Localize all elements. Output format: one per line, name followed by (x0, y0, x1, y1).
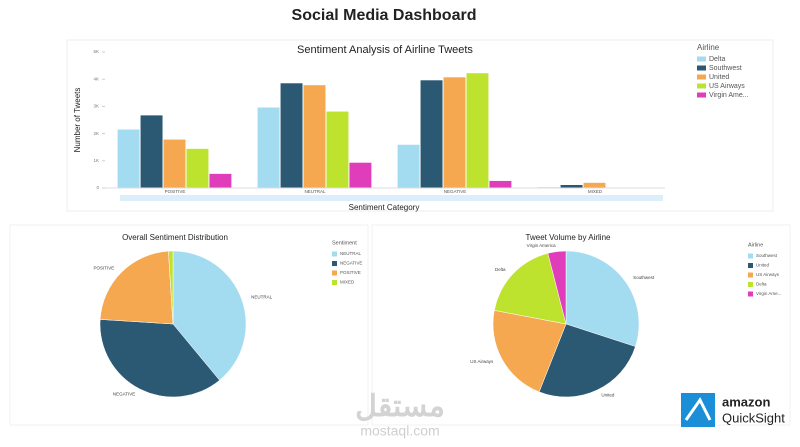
legend-label: Delta (756, 282, 767, 287)
legend-swatch (332, 280, 337, 285)
legend-title: Airline (748, 242, 763, 248)
legend-swatch (748, 291, 753, 297)
y-tick-label: 2K (93, 131, 99, 136)
bar (117, 129, 140, 188)
pie-slice (547, 250, 567, 325)
slice-label: Southwest (633, 275, 655, 280)
legend-swatch (697, 83, 706, 89)
y-tick-label: 0 (96, 185, 99, 190)
pie-slice (99, 250, 174, 325)
pie-slice (565, 250, 640, 347)
slice-label: NEGATIVE (113, 392, 135, 397)
bar (583, 182, 606, 188)
legend-swatch (748, 253, 753, 259)
pie-slice (492, 310, 567, 393)
legend-label: US Airways (709, 83, 745, 90)
dashboard-title: Social Media Dashboard (292, 7, 477, 24)
bar (420, 80, 443, 188)
pie-slice (172, 250, 247, 381)
legend-swatch (748, 263, 753, 268)
logo-text: QuickSight (722, 410, 785, 425)
legend-label: United (709, 74, 729, 81)
y-tick-label: 5K (93, 49, 99, 54)
bar (257, 107, 280, 188)
legend-label: NEUTRAL (340, 251, 362, 256)
legend-title: Airline (697, 43, 720, 52)
legend-swatch (748, 282, 753, 287)
legend-swatch (332, 270, 337, 276)
bar (163, 139, 186, 188)
bar (186, 148, 209, 188)
slice-label: Delta (495, 267, 506, 272)
bar (209, 173, 232, 188)
legend-label: NEGATIVE (340, 261, 362, 266)
chart-title: Tweet Volume by Airline (526, 233, 611, 242)
y-axis-label: Number of Tweets (73, 88, 82, 153)
legend-swatch (697, 74, 706, 80)
legend-label: POSITIVE (340, 270, 361, 275)
slice-label: US Airways (470, 359, 494, 364)
bar (443, 77, 466, 188)
legend-label: Southwest (756, 253, 778, 258)
legend-swatch (748, 272, 753, 278)
x-tick-label: POSITIVE (165, 189, 186, 194)
pie-slice (168, 250, 174, 325)
chart-title: Overall Sentiment Distribution (122, 233, 228, 242)
slice-label: Virgin America (527, 243, 556, 248)
legend-label: Delta (709, 56, 725, 63)
watermark: mostaql.com (360, 423, 439, 439)
slice-label: NEUTRAL (251, 294, 273, 299)
bar (489, 180, 512, 188)
x-tick-label: MIXED (588, 189, 603, 194)
legend-swatch (332, 251, 337, 257)
legend-label: MIXED (340, 280, 355, 285)
legend-label: United (756, 263, 770, 268)
watermark: مستقل (355, 390, 445, 423)
pie-slice (494, 252, 567, 325)
pie-slice (99, 319, 220, 398)
pie-slice (538, 323, 636, 398)
legend-swatch (697, 65, 706, 71)
x-tick-label: NEUTRAL (304, 189, 326, 194)
legend-label: Virgin Ame... (709, 92, 749, 99)
legend-title: Sentiment (332, 240, 357, 246)
bar (397, 144, 420, 188)
bar (349, 162, 372, 188)
x-tick-label: NEGATIVE (444, 189, 466, 194)
legend-label: US Airways (756, 272, 780, 277)
bar (280, 83, 303, 188)
slice-label: POSITIVE (94, 265, 115, 270)
legend-swatch (697, 92, 706, 98)
y-tick-label: 3K (93, 104, 99, 109)
chart-title: Sentiment Analysis of Airline Tweets (297, 44, 473, 56)
bar (140, 115, 163, 188)
legend-label: Virgin Ame... (756, 291, 781, 296)
legend-swatch (697, 56, 706, 62)
logo-icon (681, 393, 715, 427)
legend-swatch (332, 261, 337, 266)
bar (303, 85, 326, 188)
logo-icon (684, 397, 712, 421)
slice-label: United (601, 393, 615, 398)
bar (466, 73, 489, 188)
bar (326, 111, 349, 188)
x-axis-label: Sentiment Category (349, 203, 420, 212)
logo-text: amazon (722, 394, 770, 409)
scrollbar (120, 195, 663, 201)
bar (560, 185, 583, 188)
legend-label: Southwest (709, 65, 742, 72)
y-tick-label: 1K (93, 158, 99, 163)
y-tick-label: 4K (93, 76, 99, 81)
